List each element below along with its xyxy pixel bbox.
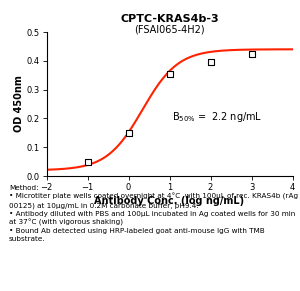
Point — [167, 72, 172, 76]
Y-axis label: OD 450nm: OD 450nm — [14, 76, 23, 132]
Point — [85, 160, 90, 164]
Text: Method:
• Microtiter plate wells coated overnight at 4°C  with 100μL of rec. KRA: Method: • Microtiter plate wells coated … — [9, 185, 298, 242]
Point — [208, 59, 213, 64]
Point — [249, 51, 254, 56]
Text: B$_{50\%}$ =  2.2 ng/mL: B$_{50\%}$ = 2.2 ng/mL — [172, 110, 262, 124]
Text: (FSAI065-4H2): (FSAI065-4H2) — [134, 24, 205, 34]
Text: CPTC-KRAS4b-3: CPTC-KRAS4b-3 — [120, 14, 219, 24]
X-axis label: Antibody Conc. (log ng/mL): Antibody Conc. (log ng/mL) — [94, 196, 244, 206]
Point — [126, 131, 131, 136]
